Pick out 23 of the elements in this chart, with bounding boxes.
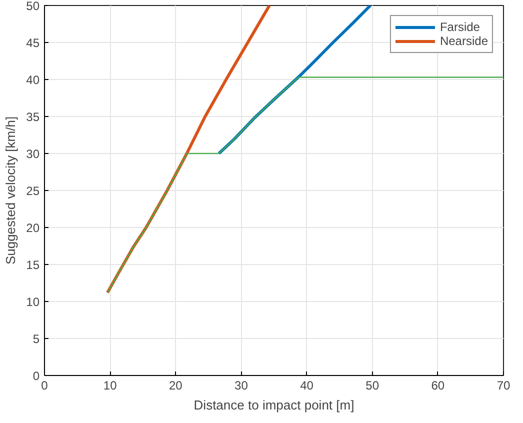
legend-label: Farside [440,20,480,34]
y-tick-label: 40 [26,73,40,87]
y-tick-label: 45 [26,36,40,50]
y-tick-label: 35 [26,110,40,124]
y-tick-label: 50 [26,0,40,13]
x-tick-label: 20 [168,378,183,392]
y-tick-label: 30 [26,147,40,161]
y-tick-label: 5 [32,332,40,346]
x-tick-label: 10 [103,378,118,392]
x-tick-label: 70 [496,378,510,392]
y-tick-label: 20 [26,221,40,235]
y-tick-label: 25 [26,184,40,198]
x-tick-label: 60 [431,378,445,392]
y-tick-label: 0 [32,369,40,383]
y-axis-title: Suggested velocity [km/h] [3,116,18,265]
x-tick-label: 0 [41,378,48,392]
x-tick-label: 40 [300,378,314,392]
x-tick-label: 50 [366,378,380,392]
x-axis-title: Distance to impact point [m] [194,398,354,412]
y-tick-label: 10 [26,295,40,309]
x-tick-label: 30 [234,378,248,392]
y-tick-label: 15 [26,258,40,272]
legend-label: Nearside [440,34,488,48]
